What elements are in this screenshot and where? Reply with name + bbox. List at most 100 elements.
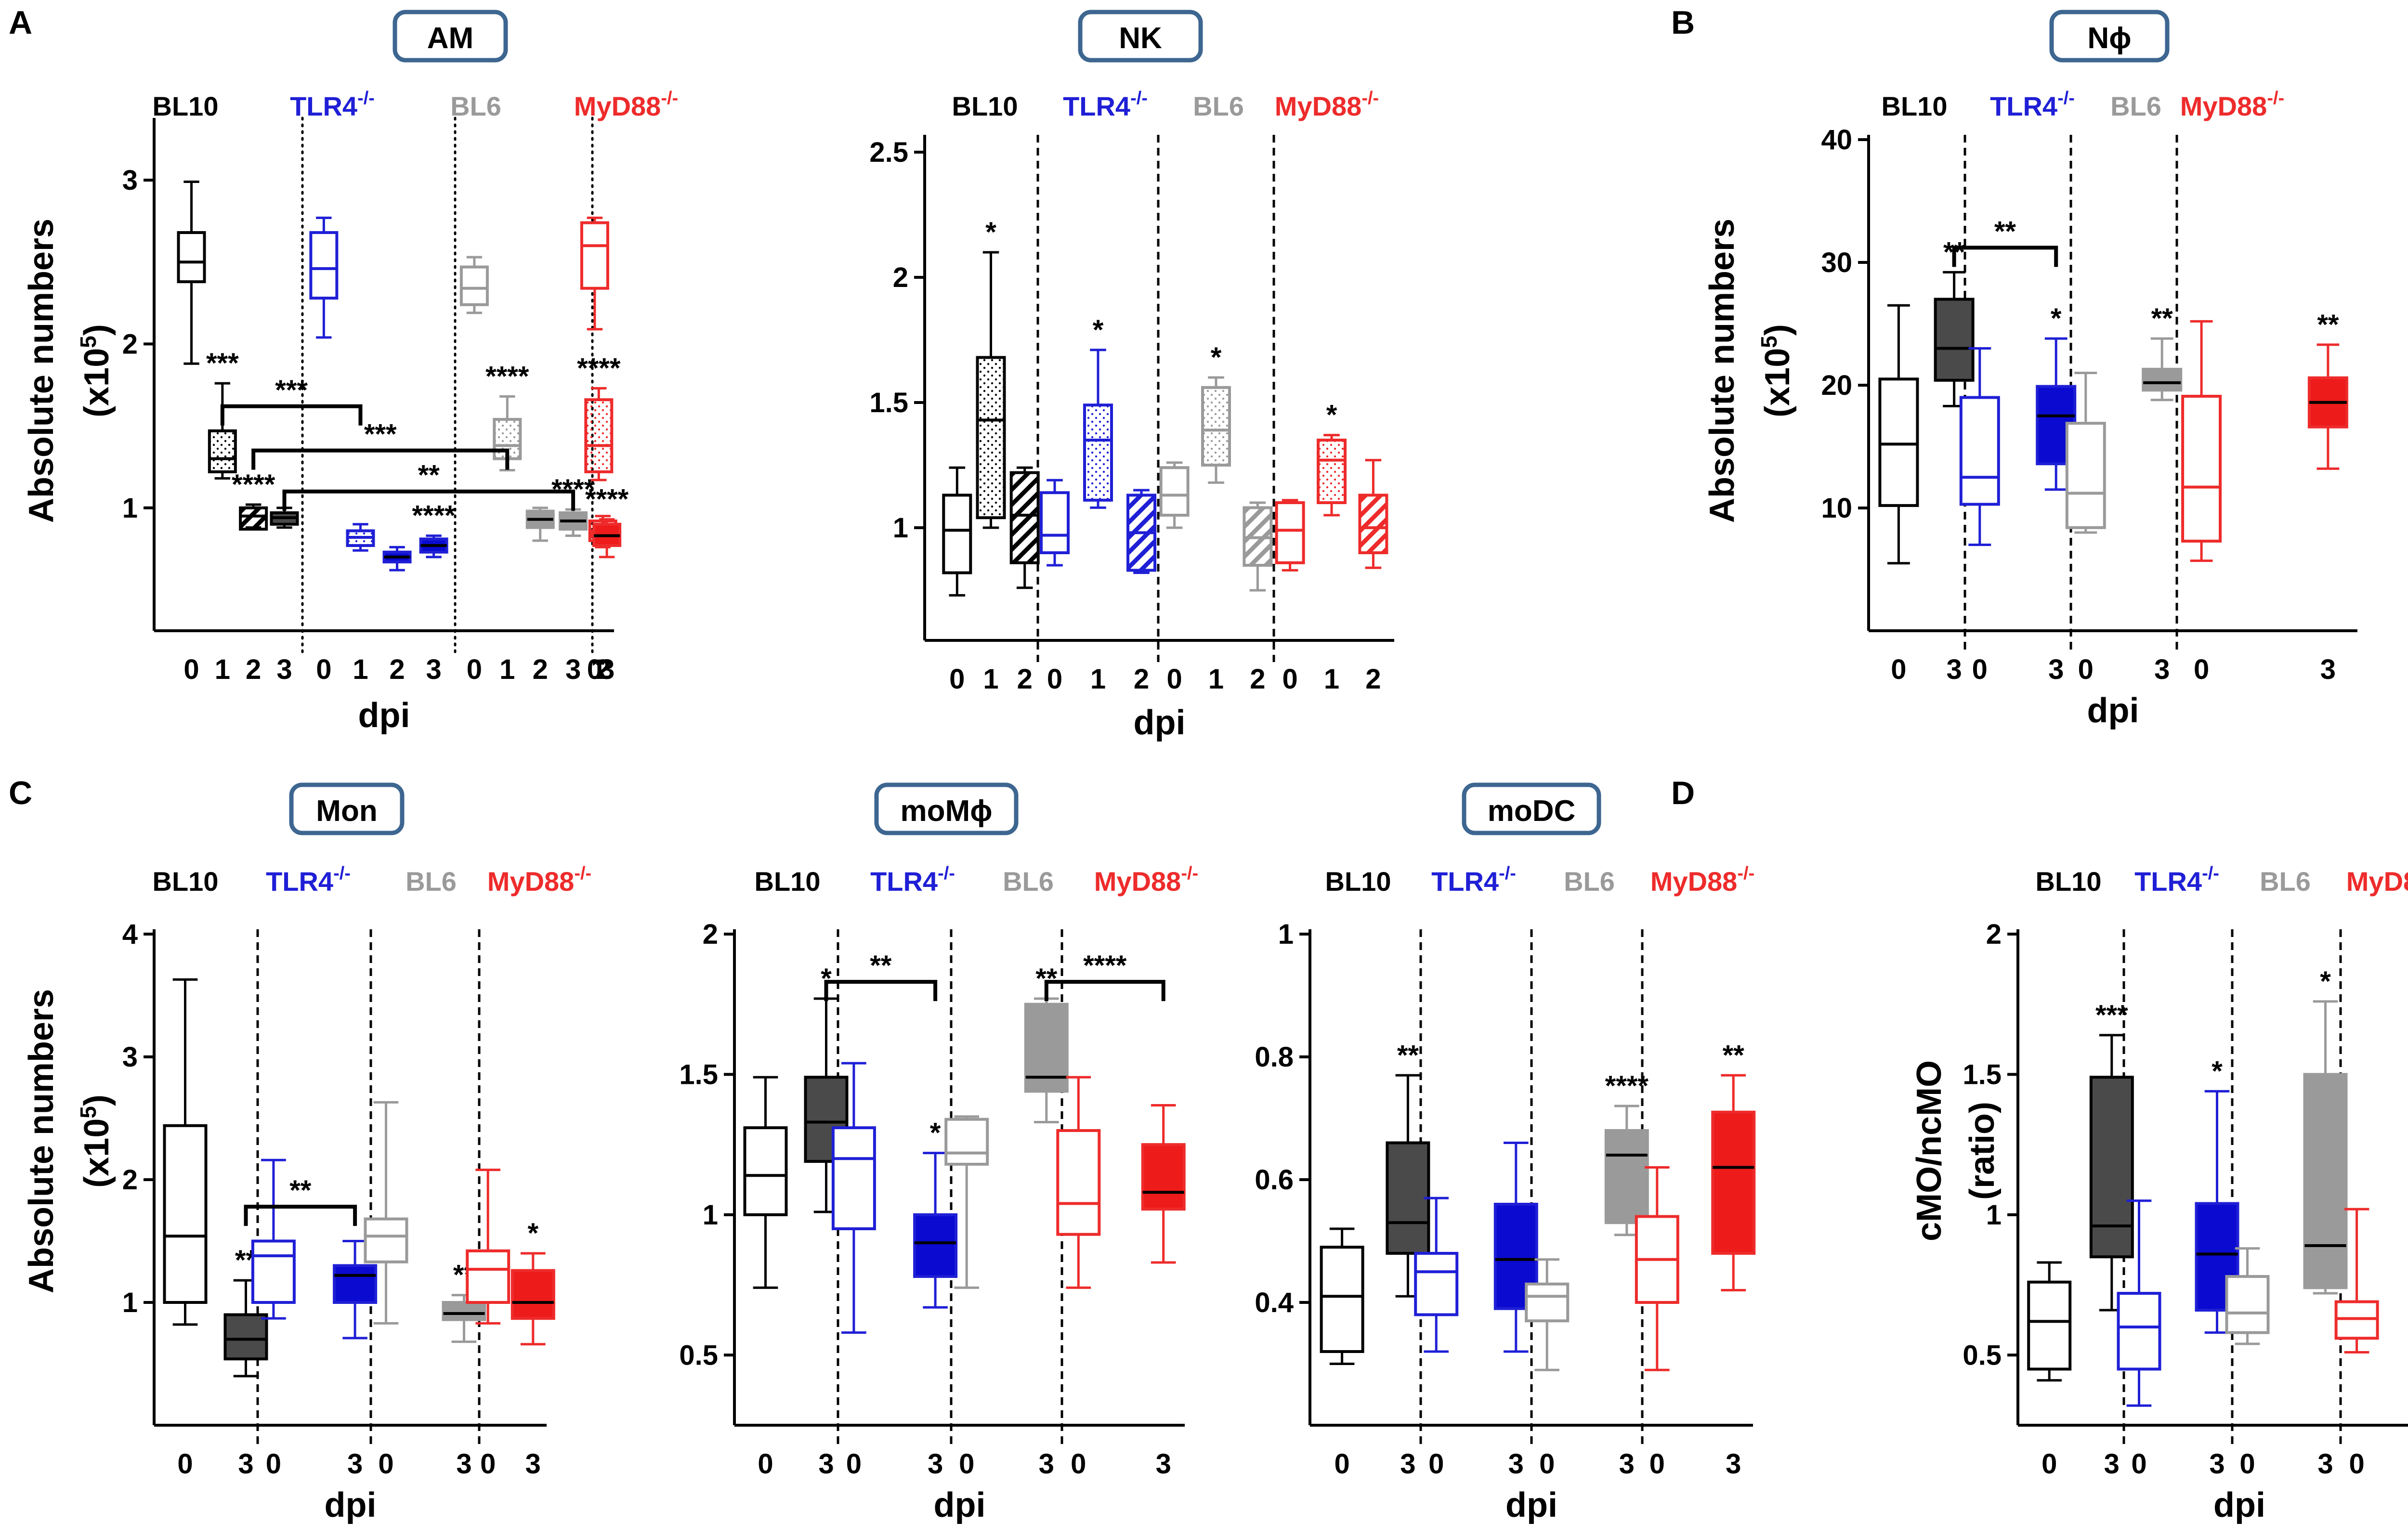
x-axis-label: dpi: [358, 696, 410, 735]
box-body: [459, 265, 489, 306]
chart-title-box: [2049, 10, 2170, 63]
box-MyD88-1: *1: [1317, 400, 1347, 695]
x-tick-label: 0: [1649, 1448, 1665, 1480]
group-label: TLR4-/-: [1990, 88, 2075, 121]
significance-marker: **: [1397, 1040, 1419, 1071]
group-label: MyD88-/-: [1094, 863, 1198, 897]
box-body: [1493, 1203, 1538, 1310]
x-tick-label: 0: [378, 1448, 393, 1480]
box-BL6-0: 0: [459, 256, 489, 685]
x-tick-label: 0: [758, 1448, 773, 1480]
box-TLR4-0: 0: [2117, 1199, 2161, 1480]
group-label: TLR4-/-: [2134, 863, 2219, 897]
box-body: [1604, 1129, 1649, 1224]
chart-title-box: [1462, 782, 1601, 835]
group-label: BL10: [755, 866, 821, 897]
y-tick-label: 0.5: [1963, 1340, 2002, 1371]
chart-title-box: [393, 10, 508, 63]
chart-Mon: C Mon Absolute numbers (x105) 1 2 3 4 dpi BL10 TLR…: [9, 775, 591, 1524]
comparison-bracket: **: [244, 1175, 357, 1226]
box-body: [1317, 439, 1347, 504]
significance-marker: ****: [1605, 1070, 1649, 1102]
box-body: [913, 1213, 958, 1278]
box-BL6-0: 0: [364, 1101, 408, 1480]
box-TLR4-0: 0: [1414, 1197, 1459, 1480]
box-BL10-0: 0: [177, 181, 206, 685]
box-BL6-0: 0: [2065, 372, 2106, 685]
x-tick-label: 3: [1400, 1448, 1415, 1480]
bracket-line: [244, 1205, 357, 1226]
y-tick-label: 1: [122, 493, 138, 524]
x-axis-label: dpi: [325, 1486, 377, 1524]
significance-marker: ***: [2095, 1000, 2128, 1031]
box-body: [2027, 1280, 2072, 1371]
box-BL10-3: **3: [223, 1245, 268, 1480]
significance-marker: *: [2212, 1055, 2223, 1087]
box-body: [364, 1217, 408, 1263]
y-tick-label: 20: [1821, 370, 1852, 401]
significance-marker: *: [1211, 342, 1222, 373]
box-MyD88-1: **** 1: [577, 352, 621, 685]
significance-marker: **: [2317, 309, 2339, 340]
x-tick-label: 0: [1972, 654, 1988, 685]
box-body: [1878, 377, 1919, 507]
box-TLR4-2: 2: [1126, 489, 1156, 695]
box-body: [2303, 1073, 2348, 1289]
box-BL10-1: *1: [976, 217, 1006, 695]
box-BL10-0: 0: [743, 1076, 788, 1480]
box-body: [1386, 1141, 1430, 1255]
y-tick-label: 1: [1986, 1199, 2002, 1231]
group-label: BL10: [952, 91, 1018, 121]
x-axis-label: dpi: [2087, 691, 2139, 730]
box-body: [1320, 1246, 1364, 1353]
x-tick-label: 0: [316, 654, 331, 685]
box-BL10-0: 0: [2027, 1261, 2072, 1480]
box-body: [2089, 1076, 2134, 1259]
box-body: [223, 1313, 268, 1361]
comparison-bracket: ****: [1044, 950, 1165, 1002]
box-body: [208, 429, 237, 473]
chart-title: Mon: [316, 794, 377, 828]
x-tick-label: 3: [1946, 654, 1962, 685]
x-tick-label: 0: [2131, 1448, 2146, 1480]
y-tick-label: 1: [703, 1199, 718, 1231]
group-label: BL10: [153, 91, 219, 121]
x-tick-label: 3: [2320, 654, 2336, 685]
comparison-bracket: ***: [251, 419, 510, 470]
panel-letter: A: [9, 4, 32, 41]
group-label: TLR4-/-: [266, 863, 351, 897]
group-label: BL6: [2260, 866, 2311, 897]
box-BL6-3: **** 3: [1604, 1070, 1649, 1480]
group-label: MyD88-/-: [2180, 88, 2284, 121]
x-tick-label: 3: [818, 1448, 834, 1480]
bracket-line: [220, 404, 363, 426]
bracket-label: **: [870, 950, 892, 981]
y-tick-label: 0.4: [1255, 1287, 1294, 1318]
chart-title: NK: [1119, 22, 1162, 55]
x-tick-label: 0: [1891, 654, 1906, 685]
x-tick-label: 3: [2317, 1448, 2333, 1480]
box-BL6-2: 2: [525, 507, 555, 685]
x-tick-label: 3: [928, 1448, 943, 1480]
y-tick-label: 0.6: [1255, 1164, 1294, 1196]
box-body: [1141, 1143, 1186, 1211]
x-tick-label: 0: [2042, 1448, 2057, 1480]
y-tick-label: 2: [893, 262, 908, 293]
comparison-bracket: ***: [220, 375, 363, 426]
box-TLR4-1: *1: [1083, 314, 1113, 695]
panel-letter: B: [1671, 4, 1695, 41]
box-TLR4-0: 0: [309, 216, 339, 685]
box-body: [2225, 1275, 2270, 1334]
y-tick-label: 0.5: [679, 1340, 718, 1371]
x-tick-label: 0: [846, 1448, 862, 1480]
box-body: [239, 506, 268, 531]
y-tick-label: 3: [122, 165, 138, 196]
box-BL6-3: **3: [442, 1260, 486, 1480]
y-tick-label: 2.5: [869, 137, 908, 168]
box-body: [1009, 471, 1040, 564]
y-axis-label-units: (x105): [76, 1094, 116, 1188]
x-tick-label: 3: [525, 1448, 541, 1480]
